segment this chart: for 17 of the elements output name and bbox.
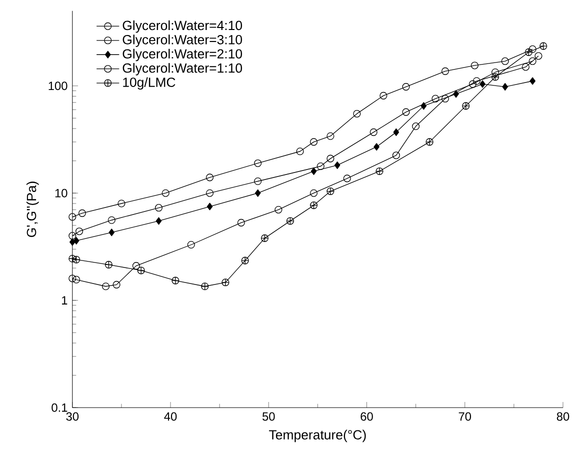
x-tick-label: 40 <box>164 412 177 421</box>
legend-label: Glycerol:Water=3:10 <box>122 34 242 47</box>
legend-label: Glycerol:Water=2:10 <box>122 48 242 62</box>
y-tick-label: 100 <box>48 82 68 90</box>
y-tick-label: 0.1 <box>52 403 68 412</box>
legend-label: Glycerol:Water=4:10 <box>122 20 242 33</box>
x-tick-label: 70 <box>458 412 472 421</box>
x-axis-title: Temperature(°C) <box>269 430 366 442</box>
y-tick-label: 1 <box>62 296 68 304</box>
legend-label: 10g/LMC <box>123 77 176 90</box>
y-tick-label: 10 <box>55 188 68 198</box>
x-tick-label: 50 <box>262 412 275 421</box>
legend-label: Glycerol:Water=1:10 <box>122 62 242 76</box>
x-tick-label: 30 <box>66 412 79 421</box>
y-axis-title: G',G''(Pa) <box>26 182 39 237</box>
x-tick-label: 80 <box>556 412 570 421</box>
x-tick-label: 60 <box>360 412 373 421</box>
